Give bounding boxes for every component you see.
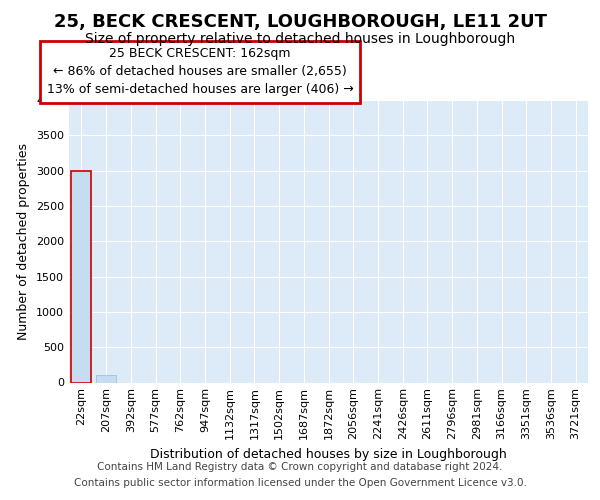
Text: Size of property relative to detached houses in Loughborough: Size of property relative to detached ho…: [85, 32, 515, 46]
Text: Contains HM Land Registry data © Crown copyright and database right 2024.: Contains HM Land Registry data © Crown c…: [97, 462, 503, 472]
Text: 25, BECK CRESCENT, LOUGHBOROUGH, LE11 2UT: 25, BECK CRESCENT, LOUGHBOROUGH, LE11 2U…: [53, 12, 547, 30]
X-axis label: Distribution of detached houses by size in Loughborough: Distribution of detached houses by size …: [150, 448, 507, 461]
Bar: [96, 374, 116, 382]
Text: 25 BECK CRESCENT: 162sqm
← 86% of detached houses are smaller (2,655)
13% of sem: 25 BECK CRESCENT: 162sqm ← 86% of detach…: [47, 48, 353, 96]
Y-axis label: Number of detached properties: Number of detached properties: [17, 143, 31, 340]
Bar: [71, 172, 91, 382]
Text: Contains public sector information licensed under the Open Government Licence v3: Contains public sector information licen…: [74, 478, 526, 488]
